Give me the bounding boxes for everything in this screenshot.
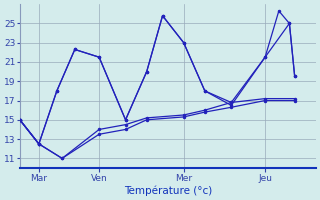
X-axis label: Température (°c): Température (°c): [124, 185, 212, 196]
